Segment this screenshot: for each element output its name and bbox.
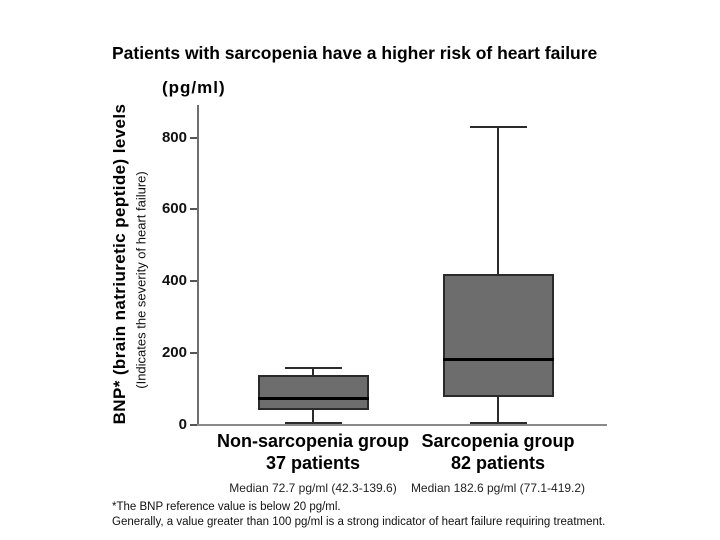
whisker-cap-high [469,125,527,128]
footnote-line-2: Generally, a value greater than 100 pg/m… [112,516,606,528]
median-line [442,357,554,361]
y-tick-label: 200 [161,344,187,362]
iqr-box [442,274,554,398]
group-patient-count: 82 patients [450,453,546,473]
group-label-non-sarcopenia: Non-sarcopenia group 37 patients Median … [193,431,433,495]
group-label-sarcopenia: Sarcopenia group 82 patients Median 182.… [378,431,618,495]
footnotes: *The BNP reference value is below 20 pg/… [112,500,605,530]
group-median-caption: Median 182.6 pg/ml (77.1-419.2) [410,481,586,495]
y-tick-mark [190,280,197,283]
whisker-cap-high [284,366,342,369]
y-axis-unit-label: (pg/ml) [162,78,226,97]
y-tick-label: 0 [178,416,187,433]
y-tick-mark [190,208,197,211]
group-median-caption: Median 72.7 pg/ml (42.3-139.6) [229,481,397,495]
y-tick-mark [190,136,197,139]
y-tick-mark [190,424,197,426]
group-name: Non-sarcopenia group [216,431,409,451]
y-axis-line [197,105,199,426]
chart-title: Patients with sarcopenia have a higher r… [112,43,598,63]
y-tick-label: 800 [161,128,187,146]
iqr-box [257,374,369,410]
whisker-cap-low [284,422,342,425]
y-tick-label: 600 [161,200,187,218]
footnote-line-1: *The BNP reference value is below 20 pg/… [112,501,341,513]
y-tick-label: 400 [161,272,187,290]
x-axis-line [196,424,607,426]
y-tick-mark [190,352,197,355]
median-line [257,397,369,401]
whisker-cap-low [469,422,527,425]
group-name: Sarcopenia group [421,431,575,451]
group-patient-count: 37 patients [265,453,361,473]
